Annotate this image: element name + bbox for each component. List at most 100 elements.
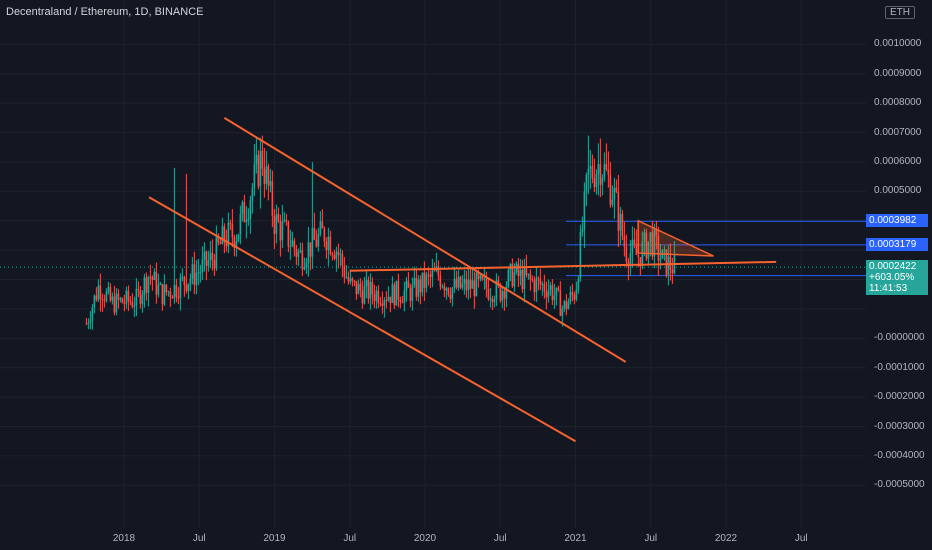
candle-body (449, 294, 452, 299)
candle-body (505, 286, 508, 299)
candle-body (133, 305, 136, 307)
candle-body (137, 289, 140, 291)
candle-body (489, 298, 492, 300)
candle-body (189, 278, 192, 284)
candle-body (471, 280, 474, 289)
candle-body (271, 181, 274, 217)
candle-body (307, 242, 310, 263)
candle-body (319, 221, 322, 235)
candle-body (293, 240, 296, 249)
trendline (148, 196, 576, 443)
candle-body (657, 235, 660, 261)
candle-body (113, 296, 116, 313)
candle-body (573, 294, 576, 300)
candle-body (663, 249, 666, 251)
candle-body (563, 301, 566, 309)
candle-body (295, 248, 298, 257)
candle-body (357, 283, 360, 295)
candle-body (409, 287, 412, 301)
candle-body (103, 299, 106, 301)
candle-body (413, 278, 416, 285)
candle-body (311, 227, 314, 257)
candle-body (143, 277, 146, 296)
candle-body (629, 253, 632, 267)
x-tick-label: Jul (343, 533, 357, 544)
candle-body (431, 270, 434, 278)
candle-body (589, 166, 592, 169)
candle-body (259, 150, 262, 187)
candle-body (171, 296, 174, 299)
x-tick-label: 2020 (413, 533, 437, 544)
candle-body (439, 275, 442, 287)
candle-body (297, 251, 300, 257)
candle-body (591, 166, 594, 179)
candle-body (635, 244, 638, 255)
candle-body (205, 251, 208, 266)
candle-body (647, 241, 650, 259)
candle-body (547, 290, 550, 298)
candle-body (527, 273, 530, 276)
candle-body (247, 218, 250, 221)
candle-body (203, 251, 206, 260)
candle-body (281, 221, 284, 241)
candle-body (209, 252, 212, 261)
y-tick-label: 0.0010000 (874, 38, 922, 50)
candle-body (93, 295, 96, 308)
currency-label[interactable]: ETH (885, 6, 915, 19)
candle-body (223, 226, 226, 243)
candle-body (385, 300, 388, 302)
candle-body (263, 168, 266, 184)
level-badge: 0.0003982 (866, 214, 928, 228)
candle-body (391, 284, 394, 303)
candle-body (299, 250, 302, 252)
candle-body (115, 293, 118, 313)
candle-body (237, 234, 240, 242)
candle-body (421, 272, 424, 293)
candle-body (539, 279, 542, 285)
price-axis[interactable]: 0.0010000 0.0009000 0.0008000 0.0007000 0.00… (866, 0, 932, 528)
candle-body (355, 280, 358, 295)
candle-body (571, 292, 574, 295)
candle-body (239, 213, 242, 235)
candle-body (285, 219, 288, 222)
candle-body (537, 277, 540, 280)
candle-body (289, 246, 292, 248)
candle-body (455, 279, 458, 288)
candle-body (157, 284, 160, 295)
candle-body (219, 242, 222, 244)
candle-body (365, 280, 368, 287)
candle-body (475, 273, 478, 297)
candle-body (419, 279, 422, 293)
candle-body (149, 276, 152, 278)
candle-body (187, 283, 190, 292)
candle-body (639, 257, 642, 267)
candle-body (461, 283, 464, 288)
candle-body (543, 283, 546, 292)
candle-body (85, 323, 88, 325)
candle-body (343, 265, 346, 278)
candle-body (429, 274, 432, 278)
candle-body (95, 295, 98, 300)
candle-body (207, 260, 210, 266)
candle-body (105, 291, 108, 301)
candle-body (349, 278, 352, 282)
candle-body (577, 278, 580, 290)
candle-body (581, 229, 584, 232)
current-price-badge: 0.0002422 +603.05% 11:41:53 (866, 260, 928, 296)
candle-body (269, 181, 272, 186)
candle-body (317, 234, 320, 247)
candle-body (141, 295, 144, 304)
candle-body (163, 284, 166, 305)
y-tick-label: -0.0002000 (874, 391, 925, 403)
candle-body (479, 275, 482, 279)
candle-body (353, 280, 356, 282)
y-tick-label: 0.0005000 (874, 185, 922, 197)
price-chart[interactable] (0, 0, 866, 528)
candle-body (473, 280, 476, 297)
candle-body (301, 250, 304, 270)
candle-body (521, 269, 524, 290)
candle-body (291, 240, 294, 247)
candle-body (235, 241, 238, 248)
candle-body (367, 280, 370, 299)
candle-body (383, 300, 386, 306)
